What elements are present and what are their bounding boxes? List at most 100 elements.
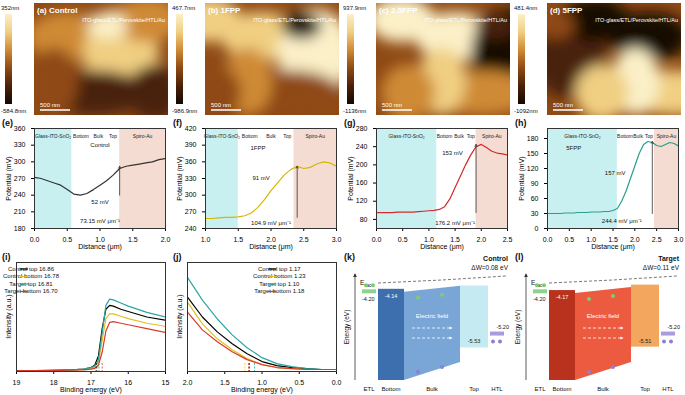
svg-text:Glass-ITO-SnO₂: Glass-ITO-SnO₂ <box>35 133 71 139</box>
svg-text:Top: Top <box>640 386 650 392</box>
svg-text:2.0: 2.0 <box>161 236 171 243</box>
svg-text:Bottom: Bottom <box>381 386 400 392</box>
svg-text:240: 240 <box>185 225 197 232</box>
svg-text:937.9nm: 937.9nm <box>343 5 366 11</box>
svg-text:Glass-ITO-SnO₂: Glass-ITO-SnO₂ <box>204 133 240 139</box>
svg-text:15: 15 <box>162 379 170 386</box>
svg-text:Glass-ITO-SnO₂: Glass-ITO-SnO₂ <box>388 133 424 139</box>
svg-text:330: 330 <box>185 175 197 182</box>
svg-text:-4.20: -4.20 <box>533 296 546 302</box>
svg-text:ITO-glass/ETL/Perovskite/HTL/A: ITO-glass/ETL/Perovskite/HTL/Au <box>424 17 507 23</box>
svg-text:Spiro-Au: Spiro-Au <box>482 133 502 139</box>
svg-text:ITO-glass/ETL/Perovskite/HTL/A: ITO-glass/ETL/Perovskite/HTL/Au <box>82 17 165 23</box>
svg-text:157 mV: 157 mV <box>605 170 626 176</box>
svg-text:80: 80 <box>360 216 368 223</box>
svg-text:2.0: 2.0 <box>476 236 486 243</box>
svg-text:-584.8nm: -584.8nm <box>1 108 26 114</box>
svg-text:Bulk: Bulk <box>633 133 643 139</box>
svg-text:120: 120 <box>527 165 539 172</box>
svg-text:Distance (μm): Distance (μm) <box>249 243 293 251</box>
svg-text:-1136nm: -1136nm <box>343 108 366 114</box>
svg-text:150: 150 <box>527 150 539 157</box>
svg-text:60: 60 <box>531 195 539 202</box>
svg-text:Intensity (a.u.): Intensity (a.u.) <box>5 294 13 338</box>
svg-text:52 mV: 52 mV <box>91 199 108 205</box>
svg-text:2.5: 2.5 <box>299 236 309 243</box>
svg-text:Glass-ITO-SnO₂: Glass-ITO-SnO₂ <box>564 133 600 139</box>
svg-text:5FPP: 5FPP <box>566 145 581 151</box>
svg-text:Control top 16.86: Control top 16.86 <box>8 266 55 272</box>
svg-text:Bottom: Bottom <box>552 386 571 392</box>
svg-text:0.5: 0.5 <box>62 236 72 243</box>
svg-text:73.15 mV μm⁻¹: 73.15 mV μm⁻¹ <box>80 218 120 224</box>
svg-text:270: 270 <box>14 175 26 182</box>
svg-text:Spiro-Au: Spiro-Au <box>305 133 325 139</box>
svg-text:481.4nm: 481.4nm <box>514 5 537 11</box>
svg-text:240: 240 <box>356 143 368 150</box>
svg-text:352nm: 352nm <box>1 5 19 11</box>
svg-text:Electric field: Electric field <box>587 313 619 319</box>
svg-text:0.0: 0.0 <box>30 236 40 243</box>
svg-text:(b) 1FPP: (b) 1FPP <box>208 6 241 15</box>
svg-text:1.0: 1.0 <box>201 236 211 243</box>
svg-text:0.0: 0.0 <box>372 236 382 243</box>
svg-text:ETL: ETL <box>363 386 375 392</box>
svg-text:-5.53: -5.53 <box>468 338 481 344</box>
svg-text:Spiro-Au: Spiro-Au <box>133 133 153 139</box>
svg-text:Distance (μm): Distance (μm) <box>591 243 635 251</box>
svg-text:-4.20: -4.20 <box>362 296 375 302</box>
svg-text:Intensity (a.u.): Intensity (a.u.) <box>176 294 184 338</box>
svg-text:280: 280 <box>356 125 368 132</box>
svg-text:244.4 mV μm⁻¹: 244.4 mV μm⁻¹ <box>602 218 642 224</box>
svg-text:Bulk: Bulk <box>93 133 103 139</box>
svg-text:390: 390 <box>185 141 197 148</box>
svg-text:0.5: 0.5 <box>398 236 408 243</box>
svg-text:-5.51: -5.51 <box>639 338 652 344</box>
svg-text:(a) Control: (a) Control <box>37 6 77 15</box>
svg-text:Bottom: Bottom <box>73 133 89 139</box>
svg-text:Potential (mV): Potential (mV) <box>518 156 526 200</box>
svg-text:360: 360 <box>185 158 197 165</box>
svg-text:300: 300 <box>185 191 197 198</box>
svg-text:ΔW=0.11 eV: ΔW=0.11 eV <box>643 264 680 271</box>
svg-text:-5.20: -5.20 <box>667 324 680 330</box>
svg-text:19: 19 <box>13 379 21 386</box>
svg-text:0.5: 0.5 <box>564 236 574 243</box>
svg-text:Control bottom 16.78: Control bottom 16.78 <box>3 273 60 279</box>
svg-text:Control: Control <box>90 142 109 148</box>
svg-text:Target bottom 16.70: Target bottom 16.70 <box>4 288 58 294</box>
svg-text:Electric field: Electric field <box>416 313 448 319</box>
svg-text:Potential (mV): Potential (mV) <box>176 156 184 200</box>
svg-text:90: 90 <box>531 180 539 187</box>
svg-text:Bulk: Bulk <box>266 133 276 139</box>
svg-text:240: 240 <box>14 191 26 198</box>
svg-text:330: 330 <box>14 141 26 148</box>
svg-text:Potential (mV): Potential (mV) <box>5 156 13 200</box>
svg-text:2.5: 2.5 <box>503 236 513 243</box>
svg-text:Top: Top <box>283 133 291 139</box>
svg-text:210: 210 <box>14 208 26 215</box>
svg-text:104.9 mV μm⁻¹: 104.9 mV μm⁻¹ <box>251 220 291 226</box>
svg-text:Target bottom 1.18: Target bottom 1.18 <box>254 288 305 294</box>
svg-text:Bulk: Bulk <box>454 133 464 139</box>
svg-text:1FPP: 1FPP <box>250 145 265 151</box>
svg-text:1.5: 1.5 <box>220 379 230 386</box>
svg-text:Bulk: Bulk <box>597 386 610 392</box>
svg-text:0.0: 0.0 <box>332 379 342 386</box>
svg-text:180: 180 <box>527 135 539 142</box>
svg-text:160: 160 <box>356 179 368 186</box>
svg-text:3.0: 3.0 <box>332 236 342 243</box>
svg-text:Top: Top <box>469 386 479 392</box>
svg-text:1.5: 1.5 <box>233 236 243 243</box>
svg-text:Target: Target <box>658 255 680 263</box>
svg-text:Bottom: Bottom <box>242 133 258 139</box>
svg-text:-4.14: -4.14 <box>385 293 398 299</box>
svg-text:176.2 mV μm⁻¹: 176.2 mV μm⁻¹ <box>435 220 475 226</box>
svg-text:30: 30 <box>531 210 539 217</box>
svg-text:153 mV: 153 mV <box>442 150 463 156</box>
svg-text:ΔW=0.08 eV: ΔW=0.08 eV <box>471 264 508 271</box>
svg-text:1.5: 1.5 <box>128 236 138 243</box>
svg-text:Binding energy (eV): Binding energy (eV) <box>60 386 122 394</box>
svg-text:ITO-glass/ETL/Perovskite/HTL/A: ITO-glass/ETL/Perovskite/HTL/Au <box>253 17 336 23</box>
svg-text:Control: Control <box>483 255 508 262</box>
